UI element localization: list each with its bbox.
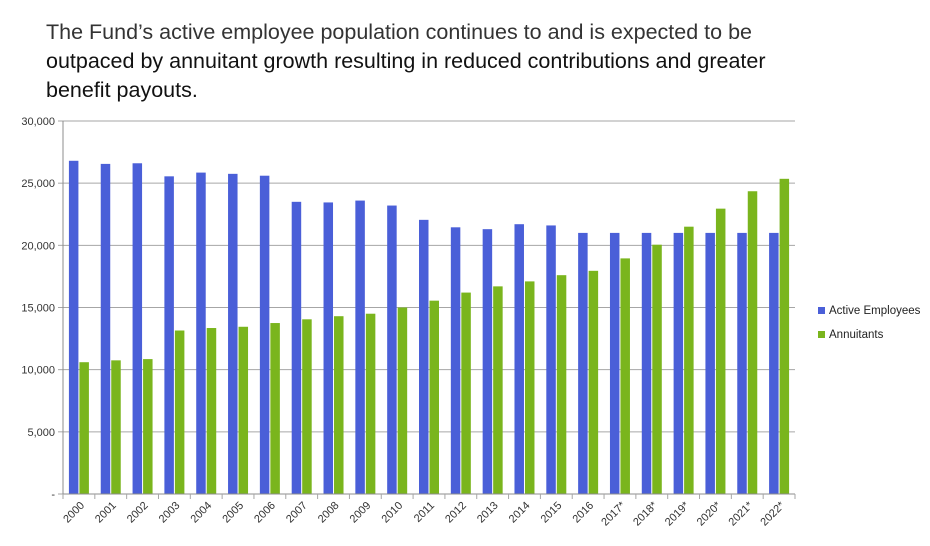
bar-annuitants-2007: [302, 319, 312, 494]
bar-annuitants-2009: [365, 313, 376, 494]
legend-swatch-active-employees: [818, 307, 825, 314]
bar-active-employees-2001: [100, 163, 111, 494]
legend-swatch-annuitants: [818, 331, 825, 338]
bar-annuitants-2002: [143, 359, 153, 494]
bar-active-employees-2021: [737, 232, 747, 494]
bar-active-employees-2007: [291, 201, 302, 495]
bar-annuitants-2011: [429, 300, 439, 494]
bar-annuitants-2004: [206, 328, 217, 494]
bar-annuitants-2008: [334, 316, 344, 494]
bars: [68, 160, 790, 495]
y-tick-label: 30,000: [21, 116, 55, 128]
bar-active-employees-2015: [546, 225, 556, 494]
x-tick-label: 2015: [539, 500, 565, 526]
bar-annuitants-2022: [779, 178, 790, 494]
bar-active-employees-2013: [482, 229, 493, 495]
y-tick-label: 5,000: [27, 427, 55, 439]
bar-annuitants-2017: [620, 258, 630, 494]
bar-active-employees-2008: [323, 202, 334, 494]
bar-annuitants-2010: [397, 307, 408, 494]
bar-active-employees-2020: [705, 232, 715, 494]
bar-annuitants-2000: [79, 362, 89, 494]
y-tick-label: 15,000: [21, 303, 55, 315]
gridlines: [63, 120, 795, 433]
x-axis-ticks: 2000 2001 2002 2003 2004 2005 2006 2007 2008 2009…: [61, 494, 796, 528]
x-tick-label: 2018*: [631, 499, 660, 528]
x-tick-label: 2019*: [663, 499, 692, 528]
axes: [62, 121, 795, 495]
bar-active-employees-2019: [673, 232, 684, 494]
bar-active-employees-2010: [387, 205, 397, 494]
bar-annuitants-2013: [493, 286, 503, 494]
x-tick-label: 2022*: [758, 499, 787, 528]
bar-active-employees-2002: [132, 163, 143, 495]
x-tick-label: 2021*: [727, 499, 756, 528]
x-tick-label: 2013: [475, 500, 501, 526]
headline: The Fund’s active employee population co…: [46, 18, 906, 105]
bar-annuitants-2014: [524, 281, 535, 494]
bar-active-employees-2012: [450, 227, 461, 494]
bar-annuitants-2012: [461, 292, 471, 494]
legend-label-annuitants: Annuitants: [829, 329, 884, 341]
x-tick-label: 2014: [507, 500, 533, 526]
y-tick-label: 10,000: [21, 365, 55, 377]
x-tick-label: 2000: [61, 500, 87, 526]
bar-annuitants-2021: [747, 191, 758, 494]
x-tick-label: 2007: [284, 500, 310, 526]
bar-annuitants-2019: [684, 226, 694, 494]
legend-label-active-employees: Active Employees: [829, 305, 921, 317]
x-tick-label: 2005: [220, 500, 246, 526]
bar-active-employees-2017: [609, 232, 620, 494]
x-tick-label: 2011: [412, 500, 437, 525]
x-tick-label: 2008: [316, 500, 342, 526]
x-tick-label: 2001: [93, 500, 119, 526]
bar-active-employees-2011: [419, 219, 429, 494]
y-axis-ticks: 30,000 25,000 20,000 15,000 10,000 5,000 -: [21, 116, 63, 501]
bar-annuitants-2015: [556, 275, 567, 494]
x-tick-label: 2017*: [599, 499, 628, 528]
bar-active-employees-2016: [578, 232, 588, 494]
bar-annuitants-2020: [715, 208, 726, 494]
bar-active-employees-2018: [641, 232, 652, 494]
headline-line-1: The Fund’s active employee population co…: [46, 20, 752, 44]
x-tick-label: 2020*: [695, 499, 724, 528]
headline-line-2: outpaced by annuitant growth resulting i…: [46, 49, 766, 73]
bar-active-employees-2004: [196, 172, 206, 494]
x-tick-label: 2016: [570, 500, 596, 526]
bar-active-employees-2003: [164, 176, 174, 494]
bar-active-employees-2014: [514, 224, 524, 495]
x-tick-label: 2002: [125, 500, 151, 526]
bar-active-employees-2000: [68, 160, 79, 494]
bar-annuitants-2003: [174, 330, 185, 494]
y-tick-label: 25,000: [21, 178, 55, 190]
bar-active-employees-2009: [355, 200, 365, 494]
bar-active-employees-2006: [259, 175, 270, 494]
bar-annuitants-2016: [588, 270, 599, 494]
bar-annuitants-2005: [238, 326, 249, 494]
y-tick-label: 20,000: [21, 240, 55, 252]
x-tick-label: 2003: [157, 500, 183, 526]
x-tick-label: 2012: [443, 500, 469, 526]
legend: Active Employees Annuitants: [818, 305, 921, 341]
y-tick-label: -: [51, 489, 55, 501]
x-tick-label: 2006: [252, 500, 278, 526]
x-tick-label: 2010: [379, 500, 405, 526]
bar-active-employees-2022: [769, 232, 779, 494]
bar-annuitants-2018: [652, 244, 662, 494]
x-tick-label: 2009: [348, 500, 374, 526]
bar-annuitants-2001: [111, 360, 121, 494]
bar-annuitants-2006: [270, 323, 280, 494]
headline-line-3: benefit payouts.: [46, 78, 198, 102]
x-tick-label: 2004: [189, 500, 215, 526]
bar-active-employees-2005: [228, 173, 238, 494]
